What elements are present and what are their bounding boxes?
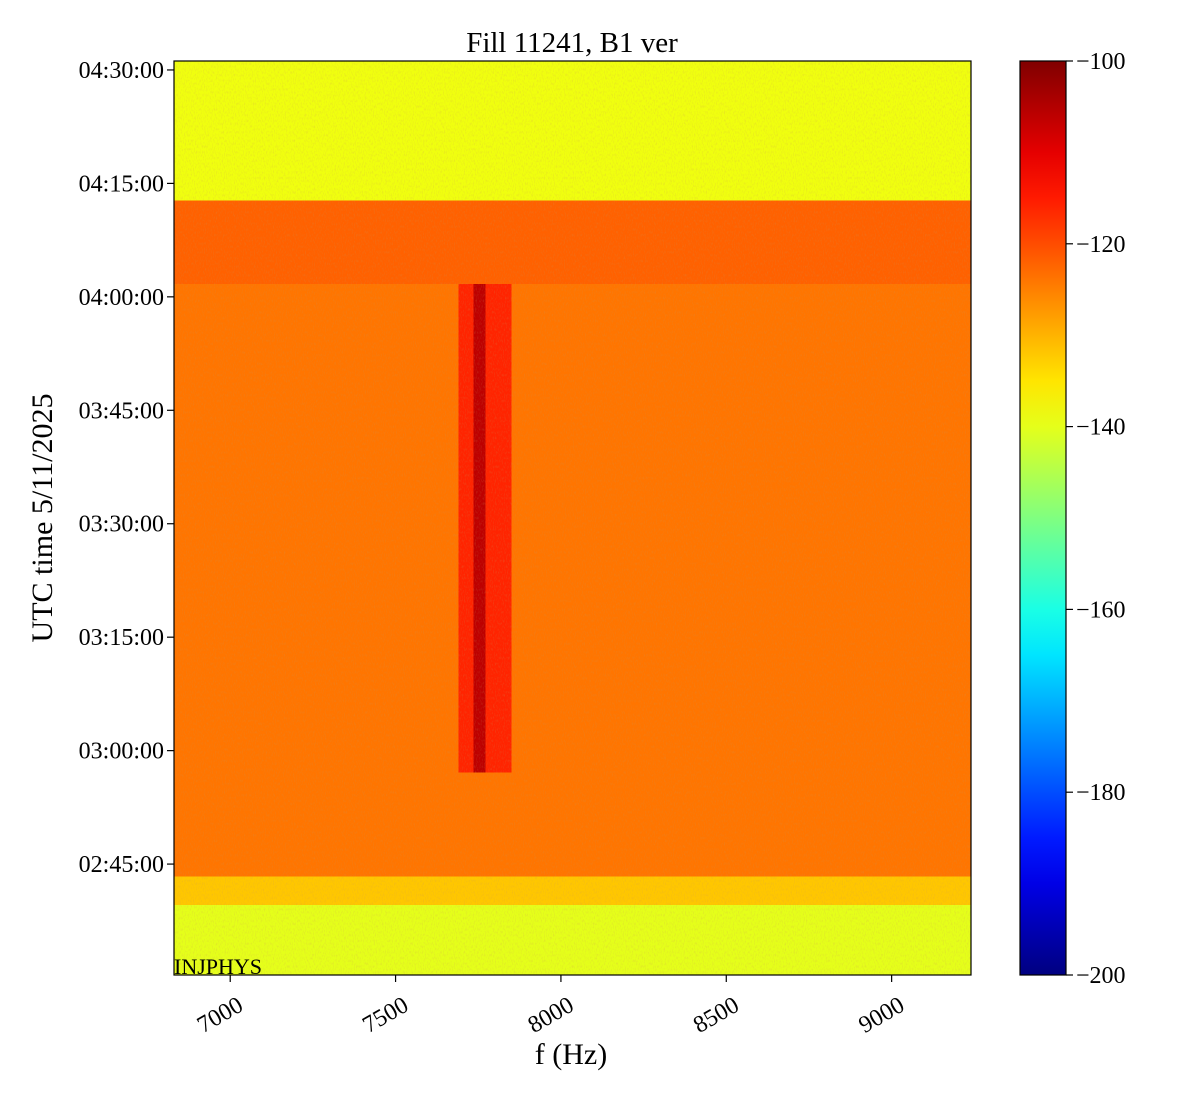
x-tick-label: 7500	[358, 992, 413, 1039]
colorbar-tick-label: −120	[1076, 232, 1126, 258]
noise-texture	[174, 61, 971, 975]
y-tick-label: 03:30:00	[79, 512, 164, 538]
x-tick-label: 9000	[854, 992, 909, 1039]
y-tick-label: 03:45:00	[79, 398, 164, 424]
y-axis-label: UTC time 5/11/2025	[26, 394, 59, 643]
colorbar-tick-label: −100	[1076, 49, 1126, 75]
colorbar	[1019, 60, 1067, 976]
x-tick-label: 8500	[689, 992, 744, 1039]
colorbar-tick-label: −180	[1076, 780, 1126, 806]
x-tick-label: 8000	[524, 992, 579, 1039]
x-tick-label: 7000	[193, 992, 248, 1039]
y-tick-label: 03:15:00	[79, 625, 164, 651]
colorbar-tick-label: −140	[1076, 415, 1126, 441]
chart-title: Fill 11241, B1 ver	[466, 27, 678, 59]
y-tick-label: 03:00:00	[79, 739, 164, 765]
y-tick-label: 04:00:00	[79, 285, 164, 311]
y-tick-label: 02:45:00	[79, 852, 164, 878]
y-tick-label: 04:30:00	[79, 58, 164, 84]
x-axis-label: f (Hz)	[535, 1038, 607, 1071]
plot-frame	[173, 60, 972, 976]
y-tick-label: 04:15:00	[79, 171, 164, 197]
colorbar-tick-label: −160	[1076, 597, 1126, 623]
colorbar-tick-label: −200	[1076, 963, 1126, 989]
